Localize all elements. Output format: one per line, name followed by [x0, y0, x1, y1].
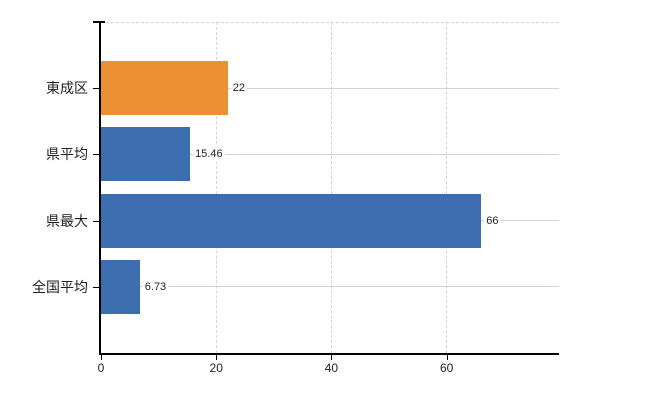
x-axis-tick-label: 60 [439, 361, 454, 375]
bar-default [101, 193, 482, 248]
plot-top-border [101, 22, 559, 23]
vertical-gridline [446, 22, 448, 353]
category-label: 県最大 [46, 212, 88, 229]
bar-highlight [101, 61, 228, 116]
y-axis-tick [93, 88, 101, 90]
vertical-gridline [215, 22, 217, 353]
bar-value-label: 6.73 [142, 278, 169, 295]
x-axis-tick [216, 355, 218, 360]
y-axis-tick [93, 286, 101, 288]
x-axis-tick-label: 20 [209, 361, 223, 375]
x-axis-tick [446, 355, 448, 360]
x-axis-tick [101, 355, 102, 360]
x-axis-line [99, 353, 559, 355]
y-axis-tick [93, 154, 101, 156]
category-gridline [101, 286, 559, 288]
bar-default [101, 127, 191, 182]
bar-value-label: 15.46 [193, 146, 225, 163]
x-axis-tick [331, 355, 333, 360]
y-axis-top-tick [93, 21, 105, 23]
x-axis-tick-label: 40 [324, 361, 339, 375]
vertical-gridline [330, 22, 332, 353]
y-axis-line [99, 21, 101, 355]
y-axis-tick [93, 220, 101, 222]
category-label: 東成区 [46, 80, 88, 97]
category-label: 全国平均 [32, 278, 88, 295]
x-axis-tick-label: 0 [97, 361, 105, 375]
bar-value-label: 66 [484, 212, 501, 229]
bar-default [101, 259, 140, 314]
category-gridline [101, 87, 559, 89]
category-gridline [101, 153, 559, 155]
bar-value-label: 22 [230, 80, 247, 97]
plot-area: 22 15.46 66 6.73 [101, 22, 559, 353]
category-label: 県平均 [46, 146, 88, 163]
